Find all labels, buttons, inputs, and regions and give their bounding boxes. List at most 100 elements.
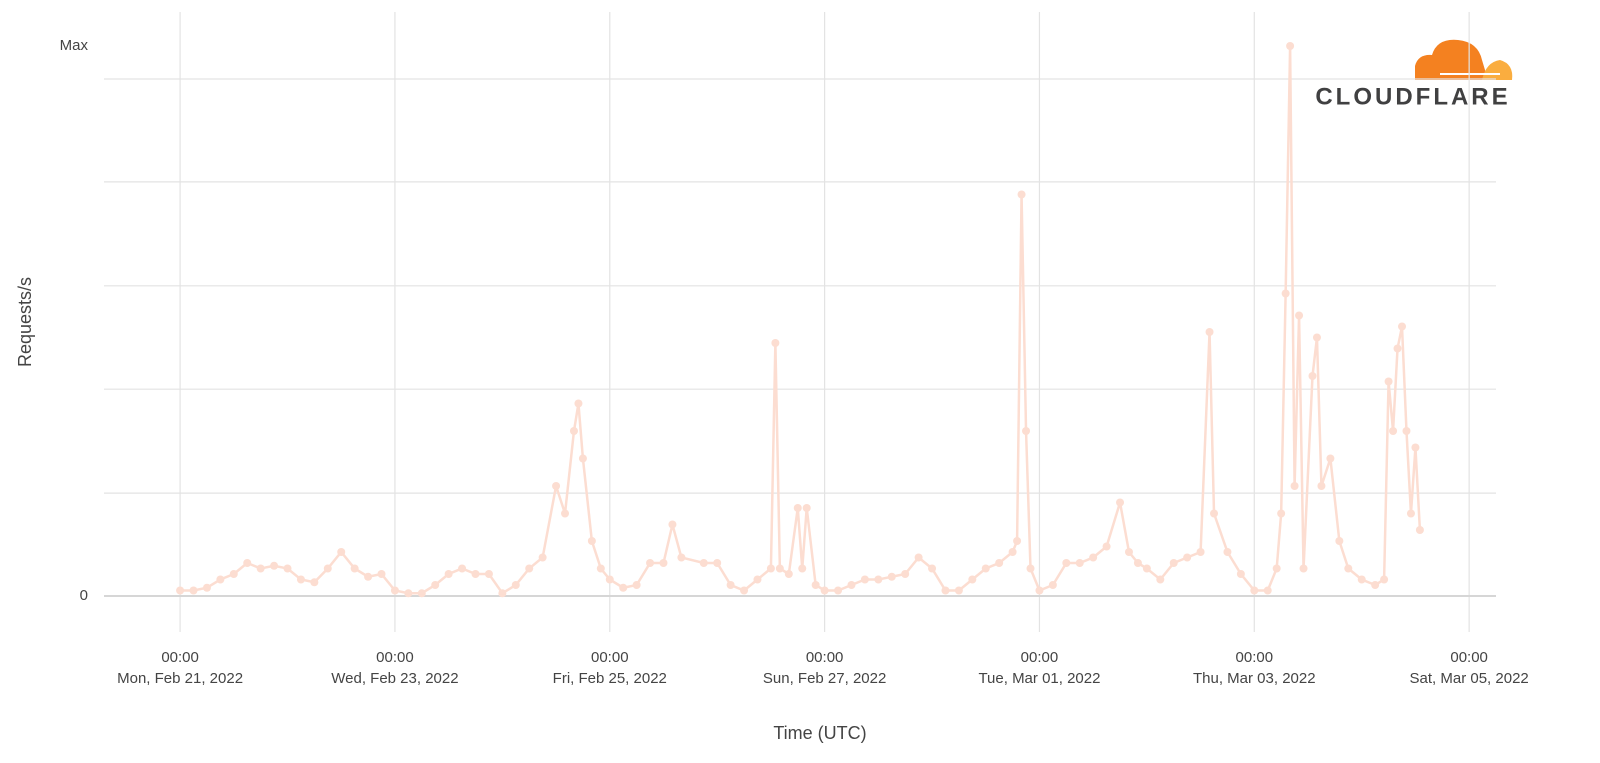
data-point <box>753 575 762 584</box>
data-point <box>1393 344 1402 353</box>
data-point <box>417 589 426 598</box>
data-point <box>538 553 547 562</box>
data-point <box>726 581 735 589</box>
data-point <box>901 570 910 578</box>
x-tick-label: 00:00 <box>1021 649 1059 666</box>
data-point <box>1411 443 1420 452</box>
x-tick-label: 00:00 <box>806 649 844 666</box>
data-point <box>1102 542 1111 551</box>
y-tick-label: Max <box>60 37 89 54</box>
data-point <box>1406 509 1415 518</box>
data-point <box>1326 454 1335 463</box>
data-point <box>847 581 856 589</box>
data-point <box>578 454 587 463</box>
data-point <box>860 575 869 584</box>
data-point <box>820 586 829 595</box>
data-point <box>914 553 923 562</box>
data-point <box>941 586 950 595</box>
data-point <box>283 564 292 573</box>
data-point <box>1075 559 1084 567</box>
data-point <box>954 586 963 595</box>
data-point <box>1013 537 1022 545</box>
data-point <box>646 559 655 567</box>
data-point <box>1017 190 1026 199</box>
data-point <box>176 586 185 595</box>
data-point <box>569 427 578 435</box>
data-point <box>323 564 332 573</box>
data-point <box>668 520 677 529</box>
data-point <box>444 570 453 578</box>
data-point <box>229 570 238 578</box>
data-point <box>1277 509 1286 518</box>
x-tick-label: Tue, Mar 01, 2022 <box>978 670 1100 687</box>
data-point <box>596 564 605 573</box>
data-point <box>587 537 596 545</box>
data-point <box>1169 559 1178 567</box>
data-point <box>659 559 668 567</box>
data-point <box>1250 586 1259 595</box>
data-point <box>784 570 793 578</box>
data-point <box>1357 575 1366 584</box>
data-point <box>1124 548 1133 556</box>
data-point <box>995 559 1004 567</box>
data-point <box>377 570 386 578</box>
x-tick-label: Mon, Feb 21, 2022 <box>117 670 243 687</box>
data-point <box>834 586 843 595</box>
data-point <box>1116 498 1125 507</box>
data-point <box>552 482 561 490</box>
data-point <box>766 564 775 573</box>
data-point <box>740 586 749 595</box>
data-point <box>1022 427 1031 435</box>
data-point <box>699 559 708 567</box>
x-tick-label: 00:00 <box>591 649 629 666</box>
data-point <box>1263 586 1272 595</box>
data-point <box>471 570 480 578</box>
data-point <box>793 504 802 512</box>
data-point <box>771 339 780 347</box>
data-point <box>243 559 252 567</box>
data-point <box>364 572 373 581</box>
data-point <box>1205 328 1214 336</box>
data-point <box>390 586 399 595</box>
data-point <box>458 564 467 573</box>
x-tick-label: 00:00 <box>1450 649 1488 666</box>
data-point <box>498 589 507 598</box>
data-point <box>1384 377 1393 386</box>
data-point <box>1142 564 1151 573</box>
data-point <box>1236 570 1245 578</box>
data-point <box>1062 559 1071 567</box>
logo-text: CLOUDFLARE <box>1315 83 1510 110</box>
data-point <box>574 399 583 408</box>
x-tick-label: Sat, Mar 05, 2022 <box>1410 670 1529 687</box>
logo-cloud-small <box>1482 60 1513 80</box>
x-axis-label: Time (UTC) <box>773 723 866 743</box>
data-point <box>1402 427 1411 435</box>
data-point <box>798 564 807 573</box>
x-tick-label: 00:00 <box>376 649 414 666</box>
data-point <box>632 581 641 589</box>
data-point <box>256 564 265 573</box>
data-point <box>981 564 990 573</box>
data-point <box>802 504 811 512</box>
data-point <box>1335 537 1344 545</box>
logo: CLOUDFLARE <box>1315 39 1513 110</box>
data-point <box>511 581 520 589</box>
data-point <box>202 583 211 592</box>
data-point <box>1286 42 1295 50</box>
data-point <box>1299 564 1308 573</box>
data-point <box>1380 575 1389 584</box>
data-point <box>310 578 319 587</box>
data-point <box>1048 581 1057 589</box>
data-point <box>713 559 722 567</box>
data-line <box>180 45 1422 595</box>
data-point <box>605 575 614 584</box>
data-point <box>1196 548 1205 556</box>
data-point <box>1223 548 1232 556</box>
logo-cloud <box>1415 39 1488 80</box>
data-point <box>1317 482 1326 490</box>
data-point <box>1344 564 1353 573</box>
x-tick-label: Wed, Feb 23, 2022 <box>331 670 458 687</box>
data-point <box>296 575 305 584</box>
data-point <box>775 564 784 573</box>
